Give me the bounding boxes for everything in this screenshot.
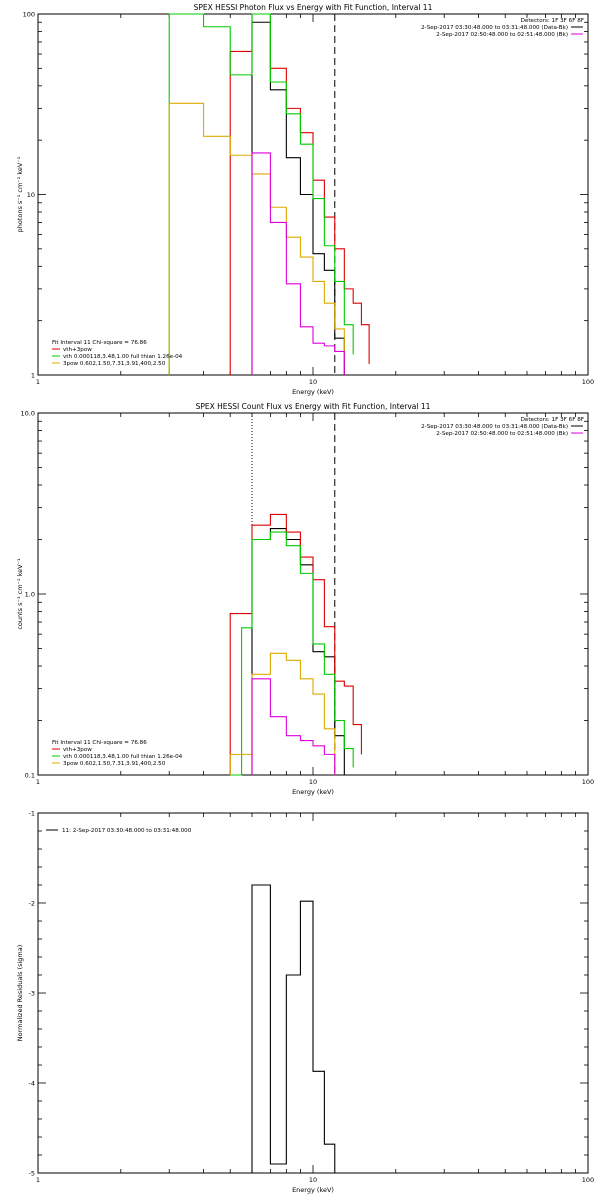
photon-series-vth: [168, 13, 354, 375]
count-series-3pow: [229, 652, 336, 775]
residuals-panel: 1 10 100 -5 -4 -3 -2 -1 Energy (keV) Normalized R…: [16, 810, 594, 1195]
count-series-vth: [230, 531, 354, 776]
resid-ytick-label: -2: [29, 900, 35, 908]
count-series-vth-3pow: [229, 513, 362, 775]
count-flux-panel: SPEX HESSI Count Flux vs Energy with Fit…: [16, 402, 594, 796]
resid-legend-label: 11: 2-Sep-2017 03:30:48.000 to 03:31:48.…: [62, 828, 192, 834]
resid-xlabel: Energy (keV): [292, 1186, 334, 1194]
count-legend-label: 2-Sep-2017 03:30:48.000 to 03:31:48.000 …: [421, 424, 568, 430]
resid-ylabel: Normalized Residuals (sigma): [16, 945, 24, 1042]
count-ytick-label: 0.1: [25, 772, 35, 780]
resid-xtick-label: 10: [309, 1176, 317, 1184]
photon-xtick-label: 1: [36, 378, 40, 386]
photon-xtick-label: 100: [582, 378, 594, 386]
photon-series-bk: [251, 152, 345, 375]
count-xtick-label: 10: [309, 778, 317, 786]
photon-series-vth-3pow: [229, 13, 370, 375]
count-xtick-label: 1: [36, 778, 40, 786]
photon-ylabel: photons s⁻¹ cm⁻² keV⁻¹: [16, 156, 24, 232]
count-series-bk: [251, 678, 336, 775]
photon-flux-panel: SPEX HESSI Photon Flux vs Energy with Fi…: [16, 3, 594, 396]
photon-fit-label: vth+3pow: [63, 347, 92, 353]
resid-xtick-label: 100: [582, 1176, 594, 1184]
count-xlabel: Energy (keV): [292, 788, 334, 796]
count-fit-label: 3pow 0.602,1.50,7.31,3.91,400,2.50: [63, 761, 166, 767]
photon-legend-label: 2-Sep-2017 02:50:48.000 to 02:51:48.000 …: [436, 32, 568, 38]
resid-ytick-label: -5: [29, 1170, 35, 1178]
photon-xlabel: Energy (keV): [292, 388, 334, 396]
photon-legend-header: Detectors: 1F 3F 6F 8F: [521, 18, 584, 24]
resid-series-residuals: [251, 884, 336, 1173]
photon-ytick-label: 100: [23, 11, 35, 19]
photon-fit-label: vth 0.000118,3.48,1.00 full thian 1.26e-…: [63, 354, 183, 360]
photon-legend-label: 2-Sep-2017 03:30:48.000 to 03:31:48.000 …: [421, 25, 568, 31]
resid-xtick-label: 1: [36, 1176, 40, 1184]
photon-series-3pow: [168, 102, 345, 375]
photon-xtick-label: 10: [309, 378, 317, 386]
photon-fit-label: 3pow 0.602,1.50,7.31,3.91,400,2.50: [63, 361, 166, 367]
count-xtick-label: 100: [582, 778, 594, 786]
count-title: SPEX HESSI Count Flux vs Energy with Fit…: [196, 402, 431, 411]
count-fit-label: vth 0.000118,3.48,1.00 full thian 1.26e-…: [63, 754, 183, 760]
resid-ytick-label: -3: [29, 990, 35, 998]
resid-ytick-label: -4: [29, 1080, 35, 1088]
photon-title: SPEX HESSI Photon Flux vs Energy with Fi…: [194, 3, 433, 12]
count-fit-header: Fit Interval 11 Chi-square = 76.86: [52, 740, 147, 746]
count-ylabel: counts s⁻¹ cm⁻² keV⁻¹: [16, 558, 24, 630]
photon-fit-header: Fit Interval 11 Chi-square = 76.86: [52, 340, 147, 346]
count-ytick-label: 1.0: [25, 591, 35, 599]
count-legend-label: 2-Sep-2017 02:50:48.000 to 02:51:48.000 …: [436, 431, 568, 437]
photon-ytick-label: 1: [31, 372, 35, 380]
count-series-data-bk: [251, 527, 345, 775]
photon-ytick-label: 10: [27, 191, 35, 199]
count-fit-label: vth+3pow: [63, 747, 92, 753]
resid-ytick-label: -1: [29, 810, 35, 818]
photon-series-data-bk: [251, 21, 345, 375]
count-ytick-label: 10.0: [21, 410, 35, 418]
count-legend-header: Detectors: 1F 3F 6F 8F: [521, 417, 584, 423]
